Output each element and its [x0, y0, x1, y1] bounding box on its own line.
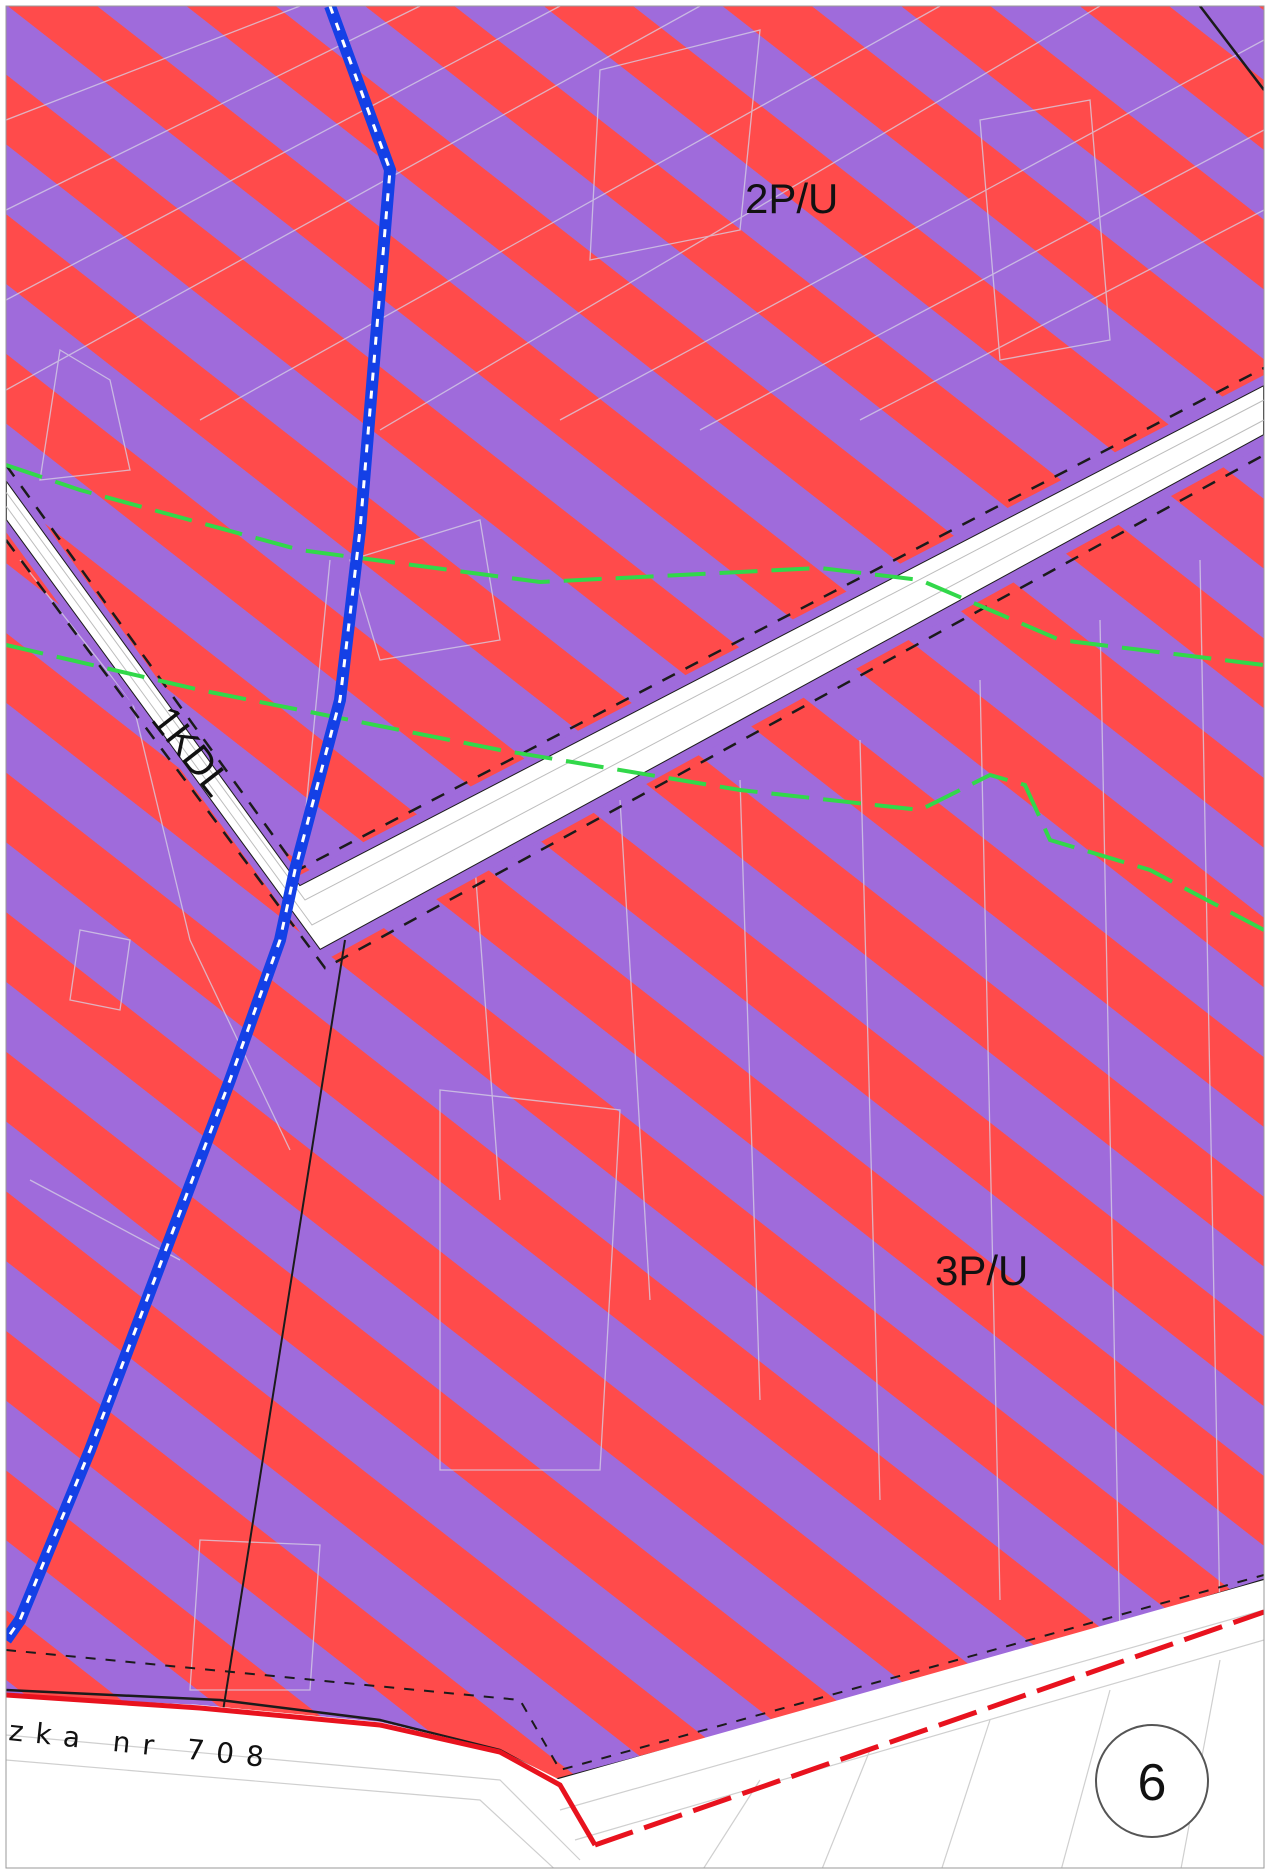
- road-centerline-b: [6, 419, 1264, 926]
- zone-boundary-lower-outline: [6, 1574, 1264, 1772]
- map-frame: [5, 5, 1265, 1869]
- sheet-number-circle: [1095, 1724, 1209, 1838]
- zone-boundary-northeast: [1199, 6, 1264, 91]
- pipeline-blue-dashes: [6, 6, 392, 1641]
- road-centerline-a: [6, 399, 1264, 901]
- parcel-lines: [6, 6, 1264, 1691]
- plan-edge-red-west: [6, 1692, 598, 1847]
- road-south-corridor: [555, 1580, 1264, 1868]
- utility-line-green-lower: [6, 643, 1264, 932]
- zone-boundary-central: [219, 939, 346, 1731]
- zone-label-2pu: 2P/U: [745, 175, 838, 222]
- sheet-number: 6: [1138, 1754, 1167, 1812]
- zone-label-3pu: 3P/U: [935, 1247, 1028, 1294]
- plan-edge-red-east: [594, 1609, 1264, 1848]
- utility-line-green-upper: [6, 463, 1264, 667]
- parcel-lines-south: [6, 1609, 1264, 1868]
- road-boundary-lower: [6, 453, 1264, 970]
- zone-area-striped: [6, 6, 1264, 1780]
